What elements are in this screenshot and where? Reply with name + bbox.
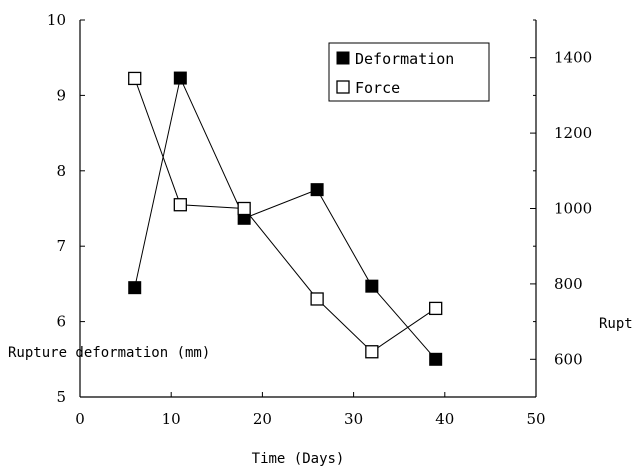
x-tick-label: 0 xyxy=(75,410,85,428)
legend-label-deformation: Deformation xyxy=(355,50,454,68)
series-lines xyxy=(134,76,437,360)
x-axis-label: Time (Days) xyxy=(252,451,345,467)
data-point-force xyxy=(128,71,142,86)
series-points xyxy=(128,71,443,366)
y2-tick-label: 1400 xyxy=(554,49,592,67)
legend-marker-deformation xyxy=(336,51,350,65)
y-tick-label: 9 xyxy=(56,86,66,104)
y2-tick-label: 800 xyxy=(554,275,583,293)
data-point-force xyxy=(310,292,324,306)
y2-tick-label: 1200 xyxy=(554,124,592,142)
y2-axis-label: Rupt xyxy=(599,316,633,332)
legend-box xyxy=(328,42,490,102)
data-point-deformation xyxy=(310,183,324,197)
y-axis-label: Rupture deformation (mm) xyxy=(8,345,210,361)
x-tick-label: 50 xyxy=(526,410,545,428)
data-point-deformation xyxy=(365,279,379,293)
y2-tick-label: 1000 xyxy=(554,200,592,218)
data-point-deformation xyxy=(429,352,443,366)
y-tick-label: 8 xyxy=(56,162,66,180)
data-point-deformation xyxy=(128,281,142,295)
data-point-force xyxy=(237,201,251,216)
y-tick-label: 5 xyxy=(56,388,66,406)
ticks: 0 10 20 30 40 50 5 6 7 8 9 10 600 800 1000 1200 1400 xyxy=(47,11,592,428)
y-tick-label: 7 xyxy=(56,237,66,255)
y-tick-label: 10 xyxy=(47,11,66,29)
y2-tick-label: 600 xyxy=(554,350,583,368)
x-tick-label: 10 xyxy=(162,410,181,428)
series-line-force xyxy=(134,78,436,353)
data-point-force xyxy=(429,301,443,316)
legend: Deformation Force xyxy=(328,42,490,102)
y-tick-label: 6 xyxy=(56,313,66,331)
x-tick-label: 30 xyxy=(344,410,363,428)
legend-marker-force xyxy=(336,80,350,94)
data-point-force xyxy=(173,198,187,212)
x-tick-label: 40 xyxy=(435,410,454,428)
data-point-deformation xyxy=(173,71,187,85)
x-tick-label: 20 xyxy=(253,410,272,428)
legend-label-force: Force xyxy=(355,79,400,97)
data-point-force xyxy=(365,345,379,359)
series-line-deformation xyxy=(134,76,437,360)
